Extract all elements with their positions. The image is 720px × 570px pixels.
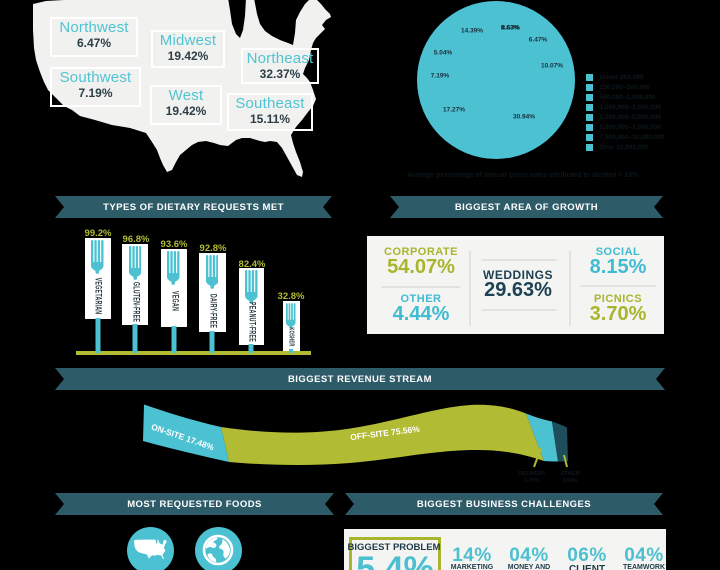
svg-text:DELIVERY: DELIVERY: [518, 471, 546, 477]
svg-text:OTHER: OTHER: [560, 471, 579, 477]
svg-text:3.79%: 3.79%: [524, 478, 540, 484]
svg-text:3.09%: 3.09%: [562, 478, 578, 484]
